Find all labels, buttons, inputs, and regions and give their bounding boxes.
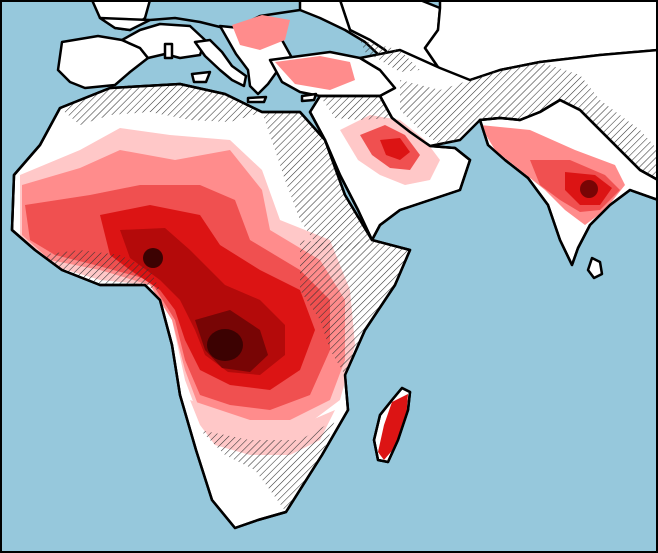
- arabia-coastline: [308, 94, 472, 242]
- africa-coastline: [10, 82, 412, 530]
- zone-west-africa-core: [143, 248, 163, 268]
- sri-lanka-landmass: [586, 256, 604, 280]
- sardinia-landmass: [163, 42, 174, 60]
- hatch-iran-pakistan: [400, 62, 658, 180]
- crete-landmass: [246, 95, 268, 104]
- italy-landmass: [193, 38, 248, 88]
- india-coastline: [478, 98, 658, 267]
- zone-south-asia-core: [580, 180, 598, 198]
- hatch-arabia-north: [320, 96, 392, 120]
- hatch-sahara-east: [262, 112, 372, 250]
- hatch-black-sea: [360, 40, 420, 72]
- hatch-horn-east-africa: [300, 240, 410, 375]
- zone-central-africa-core: [207, 329, 243, 361]
- madagascar-coastline: [372, 386, 412, 464]
- hatch-north-africa: [60, 84, 262, 125]
- intensity-layer: [20, 15, 625, 460]
- france-landmass: [120, 22, 207, 60]
- iberia-landmass: [56, 34, 150, 90]
- zone-anatolia: [275, 56, 355, 90]
- zone-madagascar: [378, 394, 408, 460]
- sicily-landmass: [190, 70, 212, 84]
- hatched-layer: [40, 40, 658, 512]
- cyprus-landmass: [300, 92, 318, 103]
- coastlines: [10, 82, 658, 530]
- zone-balkans: [232, 15, 290, 50]
- hatch-west-africa-south: [40, 250, 160, 290]
- africa-intensity: [20, 128, 355, 455]
- zone-arabia-gulf-dark: [380, 138, 410, 160]
- hatch-southern-africa: [200, 420, 335, 512]
